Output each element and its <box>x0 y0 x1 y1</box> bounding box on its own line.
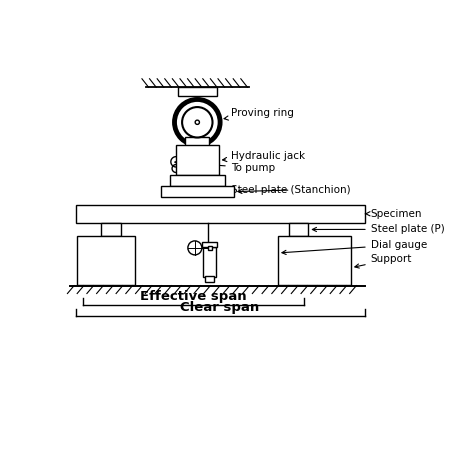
Circle shape <box>188 241 202 255</box>
Bar <box>170 174 225 186</box>
Bar <box>185 137 210 146</box>
Text: Hydraulic jack: Hydraulic jack <box>223 151 305 162</box>
Bar <box>76 205 365 223</box>
Bar <box>205 276 214 282</box>
Text: Specimen: Specimen <box>365 209 422 219</box>
Bar <box>202 242 217 247</box>
Text: Steel plate (Stanchion): Steel plate (Stanchion) <box>231 185 350 195</box>
Text: Support: Support <box>355 254 412 268</box>
Bar <box>101 223 121 237</box>
Circle shape <box>182 107 212 137</box>
Text: Proving ring: Proving ring <box>224 108 293 120</box>
Bar <box>203 247 216 277</box>
Bar <box>77 236 135 285</box>
Bar <box>278 236 351 285</box>
Bar <box>208 246 211 250</box>
Circle shape <box>174 100 220 145</box>
Text: Effective span: Effective span <box>140 290 247 303</box>
Text: Clear span: Clear span <box>181 301 260 314</box>
Text: Dial gauge: Dial gauge <box>282 240 427 255</box>
Circle shape <box>195 120 200 124</box>
Bar <box>289 223 308 237</box>
Text: To pump: To pump <box>175 160 275 173</box>
Bar <box>161 186 234 197</box>
Bar <box>176 145 219 175</box>
Text: Steel plate (P): Steel plate (P) <box>312 224 445 234</box>
Bar <box>178 87 217 96</box>
